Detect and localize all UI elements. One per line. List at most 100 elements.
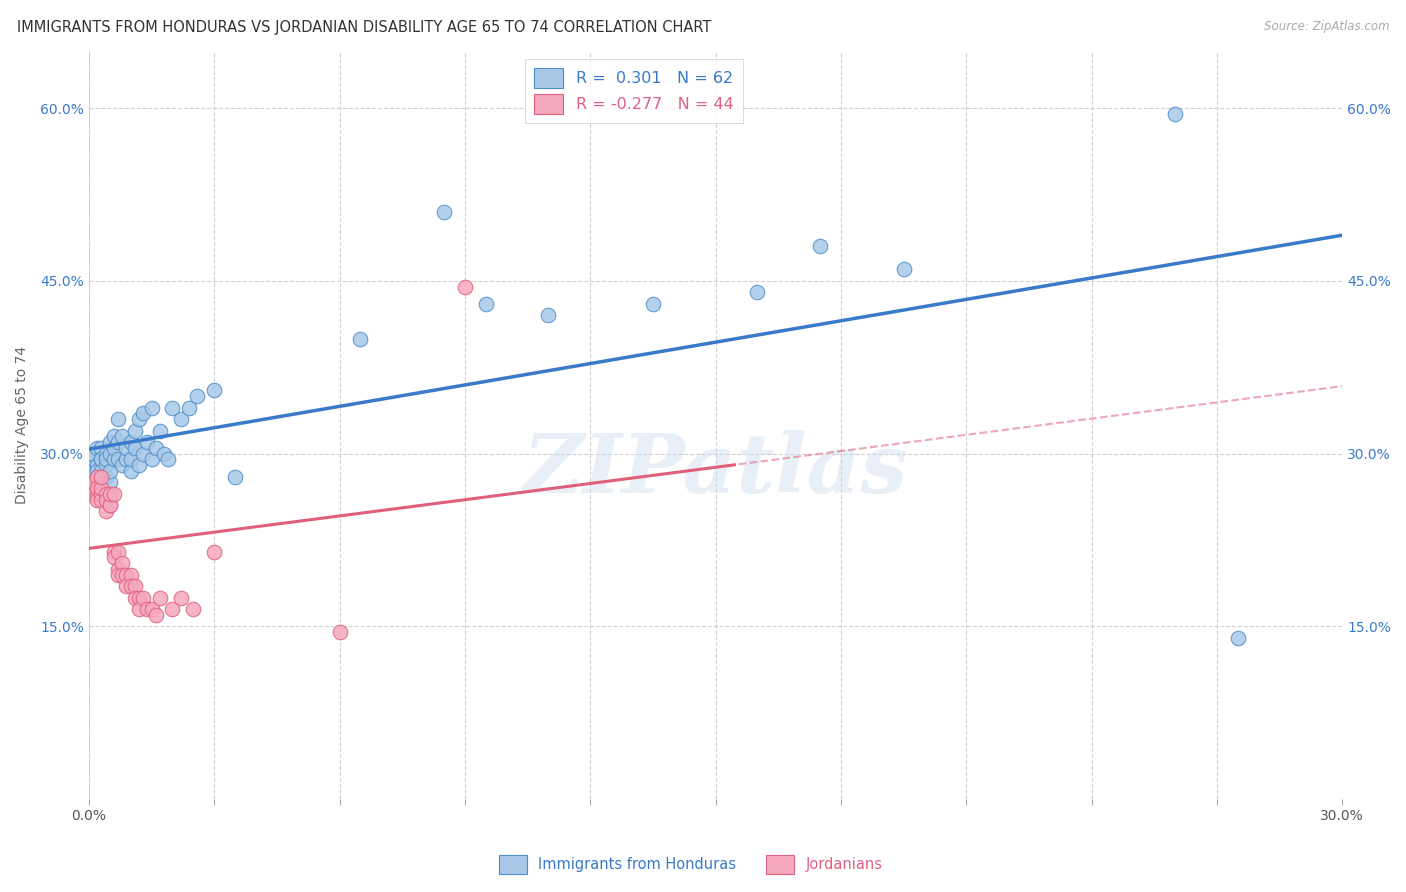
Point — [94, 504, 117, 518]
Point — [82, 464, 104, 478]
Point — [107, 412, 129, 426]
Point — [747, 285, 769, 300]
Point — [162, 401, 184, 415]
Point — [893, 262, 915, 277]
Point — [149, 424, 172, 438]
Point — [136, 435, 159, 450]
Point — [111, 567, 134, 582]
Point — [103, 429, 125, 443]
Point — [86, 469, 108, 483]
Point — [132, 591, 155, 605]
Point — [94, 487, 117, 501]
Point — [433, 205, 456, 219]
Point — [107, 435, 129, 450]
Point — [82, 447, 104, 461]
Point — [120, 452, 142, 467]
Point — [90, 492, 112, 507]
Point — [179, 401, 201, 415]
Point — [107, 544, 129, 558]
Legend: R =  0.301   N = 62, R = -0.277   N = 44: R = 0.301 N = 62, R = -0.277 N = 44 — [524, 59, 744, 123]
Point — [120, 435, 142, 450]
Point — [157, 452, 180, 467]
Point — [181, 602, 204, 616]
Point — [124, 591, 146, 605]
Point — [98, 447, 121, 461]
Point — [202, 384, 225, 398]
Text: Immigrants from Honduras: Immigrants from Honduras — [538, 857, 737, 871]
Point — [90, 469, 112, 483]
Point — [145, 441, 167, 455]
Point — [141, 602, 163, 616]
Point — [82, 452, 104, 467]
Point — [128, 412, 150, 426]
Point — [128, 602, 150, 616]
Point — [537, 309, 560, 323]
Point — [86, 464, 108, 478]
Point — [224, 469, 246, 483]
Point — [186, 389, 208, 403]
Point — [82, 475, 104, 490]
Y-axis label: Disability Age 65 to 74: Disability Age 65 to 74 — [15, 346, 30, 504]
Point — [808, 239, 831, 253]
Point — [86, 492, 108, 507]
Point — [115, 452, 138, 467]
Point — [103, 544, 125, 558]
Point — [328, 625, 350, 640]
Point — [170, 412, 193, 426]
Point — [115, 579, 138, 593]
Point — [149, 591, 172, 605]
Point — [98, 435, 121, 450]
Point — [170, 591, 193, 605]
Text: Source: ZipAtlas.com: Source: ZipAtlas.com — [1264, 20, 1389, 33]
Point — [98, 464, 121, 478]
Point — [94, 469, 117, 483]
Point — [136, 602, 159, 616]
Point — [124, 579, 146, 593]
Point — [82, 487, 104, 501]
Point — [86, 487, 108, 501]
Point — [120, 464, 142, 478]
Point — [128, 458, 150, 472]
Point — [641, 297, 664, 311]
Point — [115, 441, 138, 455]
Point — [1164, 107, 1187, 121]
Point — [90, 475, 112, 490]
Point — [98, 499, 121, 513]
Point — [349, 332, 371, 346]
Point — [98, 499, 121, 513]
Point — [120, 579, 142, 593]
Point — [107, 567, 129, 582]
Point — [90, 464, 112, 478]
Point — [86, 481, 108, 495]
Point — [94, 452, 117, 467]
Point — [86, 469, 108, 483]
Point — [90, 487, 112, 501]
Point — [153, 447, 176, 461]
Point — [111, 429, 134, 443]
Point — [90, 441, 112, 455]
Point — [202, 544, 225, 558]
Point — [90, 452, 112, 467]
Text: Jordanians: Jordanians — [806, 857, 883, 871]
Point — [103, 452, 125, 467]
Point — [107, 562, 129, 576]
Point — [90, 481, 112, 495]
Point — [111, 458, 134, 472]
Point — [128, 591, 150, 605]
Point — [94, 447, 117, 461]
Point — [94, 492, 117, 507]
Point — [145, 607, 167, 622]
Point — [94, 458, 117, 472]
Point — [141, 452, 163, 467]
Point — [115, 567, 138, 582]
Point — [86, 458, 108, 472]
Point — [124, 441, 146, 455]
Point — [454, 279, 477, 293]
Point — [103, 550, 125, 565]
Point — [107, 452, 129, 467]
Point — [98, 487, 121, 501]
Point — [162, 602, 184, 616]
Text: ZIPatlas: ZIPatlas — [523, 430, 908, 509]
Point — [141, 401, 163, 415]
Point — [86, 441, 108, 455]
